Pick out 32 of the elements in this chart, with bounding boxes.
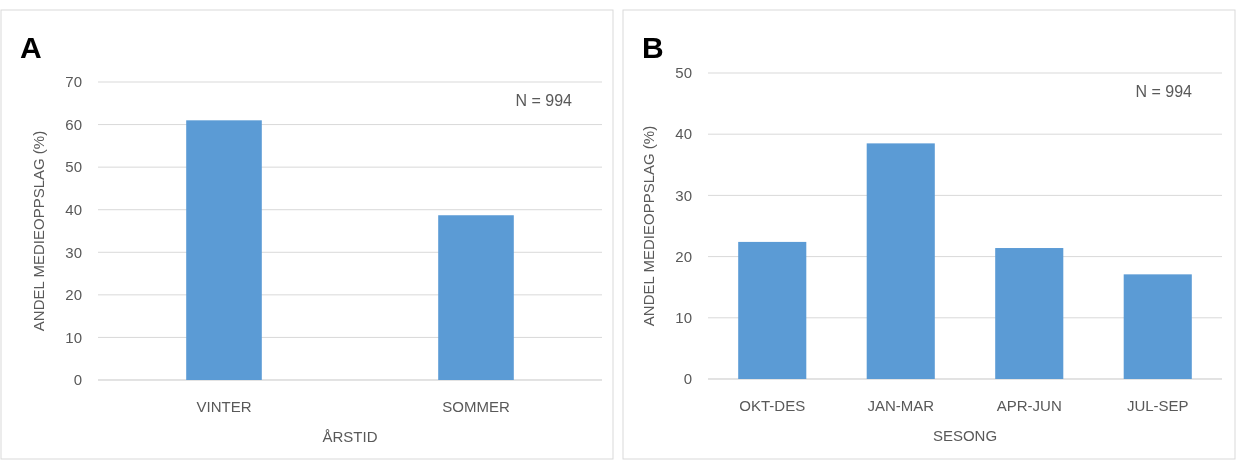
y-tick-label: 60 bbox=[65, 115, 82, 133]
x-tick-label: VINTER bbox=[196, 398, 252, 415]
y-tick-label: 20 bbox=[675, 247, 692, 265]
y-tick-label: 50 bbox=[675, 64, 692, 82]
y-axis-title: ANDEL MEDIEOPPSLAG (%) bbox=[30, 130, 47, 332]
y-axis-title: ANDEL MEDIEOPPSLAG (%) bbox=[640, 125, 657, 327]
chart-title: B bbox=[642, 31, 664, 64]
x-tick-label: JUL-SEP bbox=[1126, 397, 1189, 414]
y-tick-label: 50 bbox=[65, 158, 82, 176]
y-tick-label: 10 bbox=[65, 328, 82, 346]
x-tick-label: OKT-DES bbox=[739, 397, 806, 414]
bar bbox=[1123, 274, 1192, 379]
annotation: N = 994 bbox=[1135, 83, 1193, 100]
chart-title: A bbox=[20, 31, 42, 64]
y-tick-label: 40 bbox=[65, 200, 82, 218]
y-tick-label: 10 bbox=[675, 309, 692, 327]
x-axis-title: SESONG bbox=[932, 427, 998, 444]
annotation: N = 994 bbox=[515, 92, 573, 109]
bar bbox=[995, 248, 1064, 379]
x-tick-label: JAN-MAR bbox=[867, 397, 935, 414]
bar bbox=[738, 241, 807, 379]
y-tick-label: 30 bbox=[65, 243, 82, 261]
y-tick-label: 0 bbox=[73, 371, 82, 389]
x-axis-title: ÅRSTID bbox=[322, 428, 378, 445]
y-tick-label: 30 bbox=[675, 186, 692, 204]
bar bbox=[866, 143, 935, 379]
y-tick-label: 40 bbox=[675, 125, 692, 143]
y-tick-label: 20 bbox=[65, 286, 82, 304]
x-tick-label: APR-JUN bbox=[996, 397, 1062, 414]
y-tick-label: 0 bbox=[683, 370, 692, 388]
y-tick-label: 70 bbox=[65, 73, 82, 91]
x-tick-label: SOMMER bbox=[442, 398, 510, 415]
